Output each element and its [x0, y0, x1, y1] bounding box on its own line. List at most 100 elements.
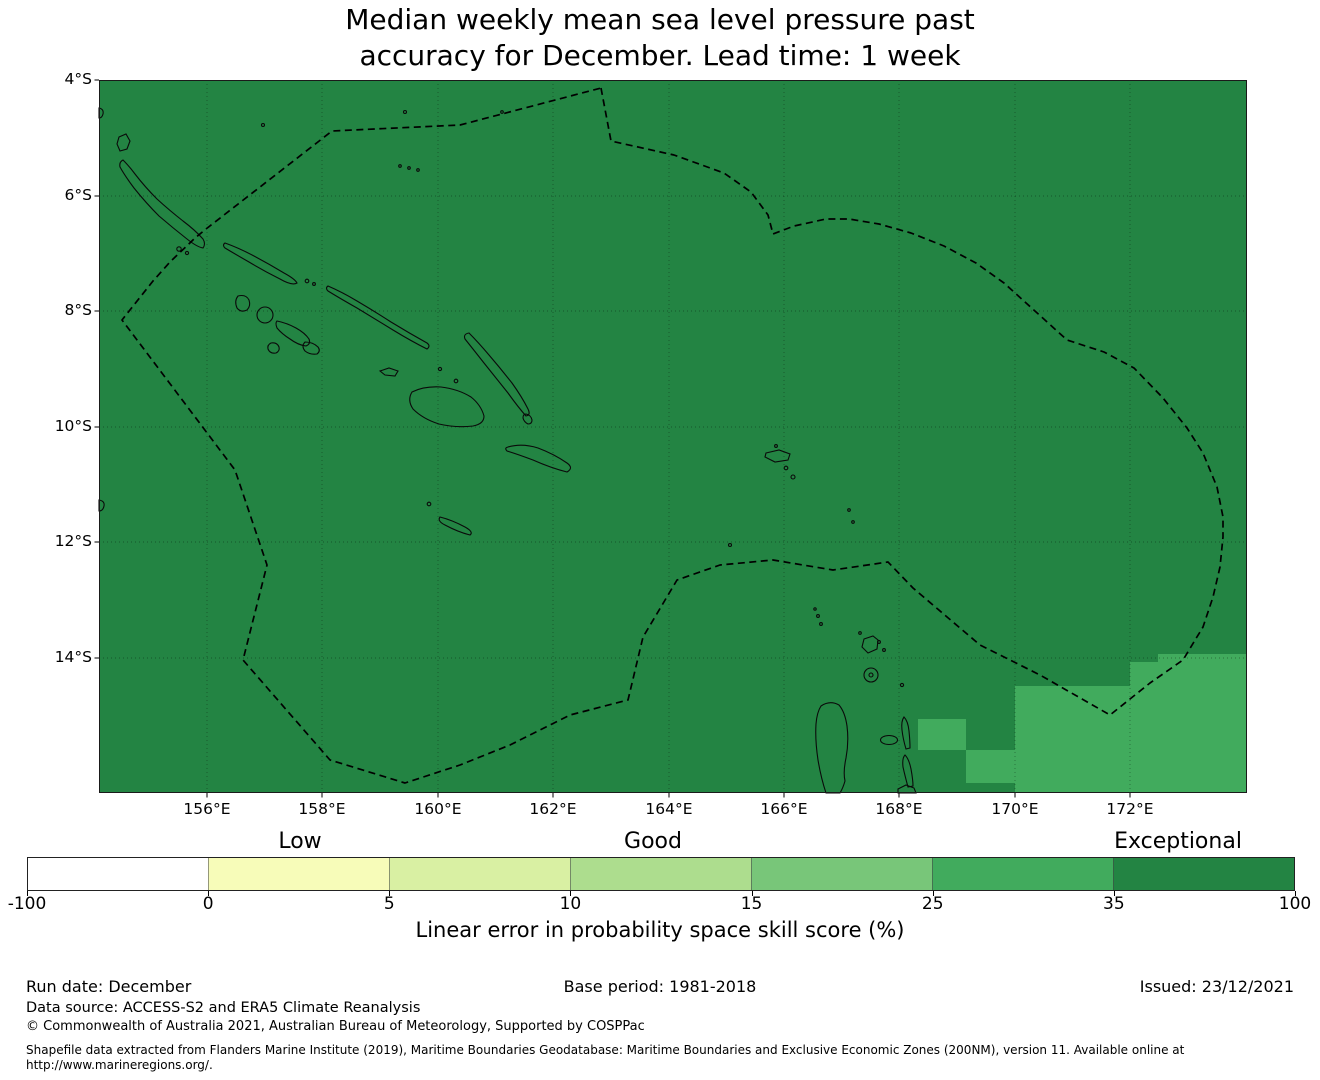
colorbar-tick-mark	[389, 891, 391, 896]
colorbar-segment	[751, 858, 932, 890]
island-nendo	[764, 449, 791, 463]
colorbar-tick-mark	[570, 891, 572, 896]
skill-25-35-cells	[918, 654, 1246, 793]
islet	[304, 278, 310, 284]
run-date-text: Run date: December	[26, 977, 192, 996]
x-tick-label: 158°E	[298, 800, 346, 818]
island-vangunu	[302, 341, 320, 355]
x-tick-label: 162°E	[529, 800, 577, 818]
islet	[847, 508, 851, 512]
colorbar-segment	[28, 858, 208, 890]
islet-torres	[816, 614, 820, 618]
atoll-ontong-java	[407, 166, 411, 170]
island-choiseul	[222, 242, 298, 285]
colorbar-segment	[208, 858, 389, 890]
island-rendova	[267, 342, 280, 354]
map-frame	[99, 80, 1247, 793]
island-santa-isabel	[325, 285, 430, 350]
gridlines	[94, 79, 1247, 798]
title-line-2: accuracy for December. Lead time: 1 week	[359, 39, 961, 72]
x-tick-label: 168°E	[875, 800, 923, 818]
colorbar-tick-label: 10	[559, 894, 582, 914]
colorbar-tick-label: 35	[1103, 894, 1125, 914]
colorbar-segment	[1113, 858, 1294, 890]
shapefile-credit-url: http://www.marineregions.org/.	[26, 1058, 213, 1072]
skill-cell-25-35	[918, 719, 966, 750]
islet-banks	[877, 640, 881, 644]
island-mere-lava	[899, 682, 905, 688]
colorbar-segment	[389, 858, 570, 890]
islet-reef	[774, 444, 778, 448]
islet-left-edge	[98, 107, 104, 119]
island-ulawa	[453, 378, 459, 384]
island-buka	[116, 133, 131, 152]
issued-text: Issued: 23/12/2021	[1139, 977, 1294, 996]
islet	[858, 631, 862, 635]
islet	[437, 366, 443, 372]
islet-banks	[882, 648, 886, 652]
skill-cell-25-35	[1130, 662, 1246, 793]
map-plot-area	[94, 79, 1247, 798]
island-maewo	[901, 716, 911, 750]
atoll-ontong-java	[398, 164, 402, 168]
island-malaita	[463, 332, 530, 417]
island-makira	[505, 444, 572, 473]
island-tikopia	[727, 542, 733, 548]
island-shortland-2	[184, 250, 190, 256]
x-tick-label: 156°E	[183, 800, 231, 818]
island-shortland	[176, 246, 182, 252]
colorbar-tick-label: 25	[921, 894, 944, 914]
island-maramasike	[522, 413, 533, 425]
colorbar-tick-label: 100	[1278, 894, 1312, 914]
island-florida	[378, 367, 399, 377]
x-tick-label: 172°E	[1106, 800, 1154, 818]
island-vella-lavella	[235, 294, 251, 312]
island-gaua	[863, 667, 879, 683]
x-tick-label: 160°E	[414, 800, 462, 818]
island-bougainville	[119, 159, 206, 249]
map-background	[99, 80, 1247, 793]
title-line-1: Median weekly mean sea level pressure pa…	[345, 3, 975, 36]
island-vanua-lava	[861, 635, 879, 654]
colorbar-tick-label: 15	[740, 894, 763, 914]
skill-cell-25-35	[1158, 654, 1246, 663]
skill-cell-25-35	[966, 750, 1015, 783]
island-rennell	[438, 516, 472, 536]
colorbar-tick-mark	[751, 891, 753, 896]
y-tick-label: 10°S	[54, 417, 92, 435]
colorbar-tick-mark	[208, 891, 210, 896]
colorbar-tick-label: -100	[7, 894, 47, 914]
island-new-georgia	[275, 320, 311, 347]
island-espiritu-santo	[815, 702, 849, 794]
y-tick-label: 4°S	[64, 70, 92, 88]
island-guadalcanal	[409, 386, 485, 428]
colorbar-tick-mark	[1113, 891, 1115, 896]
islet	[260, 122, 266, 128]
colorbar-segment	[932, 858, 1113, 890]
islet-torres	[813, 607, 817, 611]
colorbar-category-good: Good	[624, 829, 682, 854]
island-utupua	[783, 465, 789, 471]
data-source-text: Data source: ACCESS-S2 and ERA5 Climate …	[26, 1000, 421, 1016]
colorbar-axis-label: Linear error in probability space skill …	[415, 918, 905, 942]
colorbar-category-exceptional: Exceptional	[1114, 829, 1242, 854]
copyright-text: © Commonwealth of Australia 2021, Austra…	[26, 1019, 645, 1034]
island-bellona	[426, 501, 432, 507]
island-kolombangara	[256, 306, 274, 324]
islet	[500, 110, 504, 114]
y-tick-label: 6°S	[64, 186, 92, 204]
x-tick-label: 164°E	[645, 800, 693, 818]
y-tick-label: 14°S	[54, 648, 92, 666]
y-tick-label: 8°S	[64, 301, 92, 319]
atoll-ontong-java	[416, 168, 420, 172]
colorbar-tick-label: 0	[202, 894, 214, 914]
colorbar-tick-label: 5	[383, 894, 395, 914]
x-tick-label: 166°E	[760, 800, 808, 818]
colorbar	[27, 857, 1295, 891]
page-title: Median weekly mean sea level pressure pa…	[0, 2, 1320, 74]
colorbar-tick-mark	[1295, 891, 1296, 896]
eez-boundary-dashed	[121, 87, 1224, 784]
y-tick-label: 12°S	[54, 532, 92, 550]
islet-left-edge	[98, 499, 105, 512]
